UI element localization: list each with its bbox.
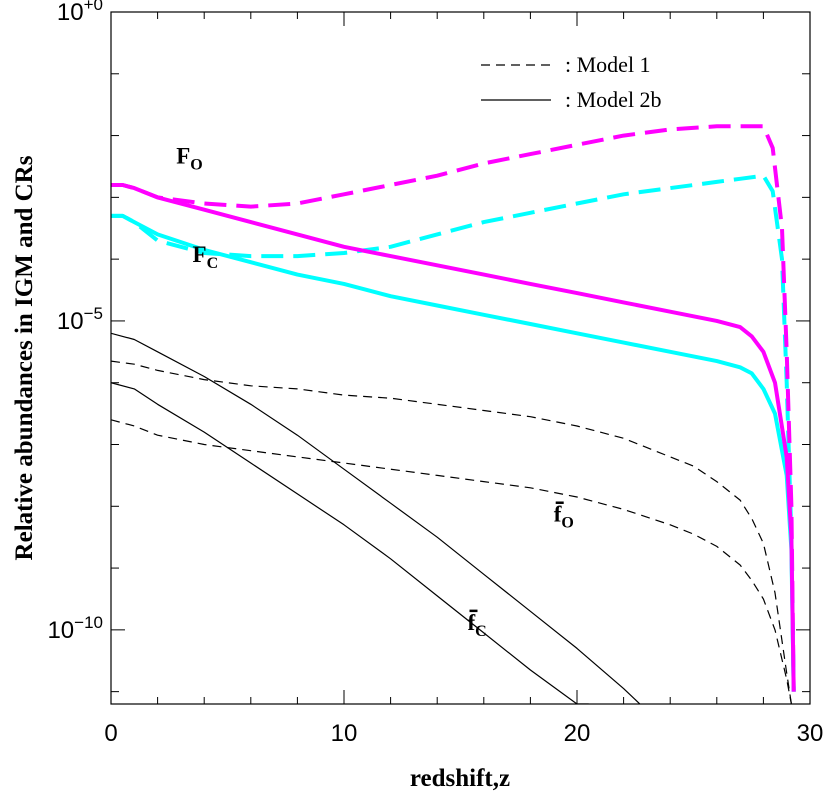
y-tick-label: 10−10 [47, 613, 103, 644]
annotation-f-o: FO [176, 143, 203, 173]
series-line-fc-model2b [111, 382, 589, 704]
series-line-fc-model2b [111, 213, 796, 692]
legend-label-model-1: : Model 1 [565, 52, 651, 77]
annotation-label: FC [193, 242, 219, 272]
annotation-label: fO [554, 502, 574, 532]
y-tick-label: 10−5 [57, 304, 103, 335]
y-tick-label: 10+0 [57, 0, 103, 26]
x-tick-label: 10 [331, 720, 358, 747]
annotation-f-c-bar: fC [467, 609, 487, 640]
annotation-f-c: FC [193, 242, 219, 272]
series-line-fc-model1 [111, 419, 792, 704]
annotations: FO FC fO fC [176, 143, 574, 639]
annotation-label: FO [176, 143, 203, 173]
series-layer [111, 124, 796, 704]
legend: : Model 1 : Model 2b [481, 52, 662, 112]
series-line-fo-model2b [111, 183, 796, 692]
x-tick-label: 0 [104, 720, 117, 747]
series-line-fo-model1 [111, 124, 796, 692]
x-tick-label: 20 [564, 720, 591, 747]
annotation-label: fC [467, 610, 486, 640]
x-axis-title: redshift,z [410, 765, 510, 792]
series-line-fc-model1 [111, 173, 796, 692]
y-axis-title: Relative abundances in IGM and CRs [11, 155, 38, 560]
annotation-f-o-bar: fO [554, 501, 574, 532]
tick-labels: 0 10 20 30 10+0 10−5 10−10 [47, 0, 823, 747]
series-line-fo-model2b [111, 332, 641, 704]
x-tick-label: 30 [797, 720, 824, 747]
plot-frame [110, 11, 811, 705]
legend-label-model-2b: : Model 2b [565, 87, 662, 112]
